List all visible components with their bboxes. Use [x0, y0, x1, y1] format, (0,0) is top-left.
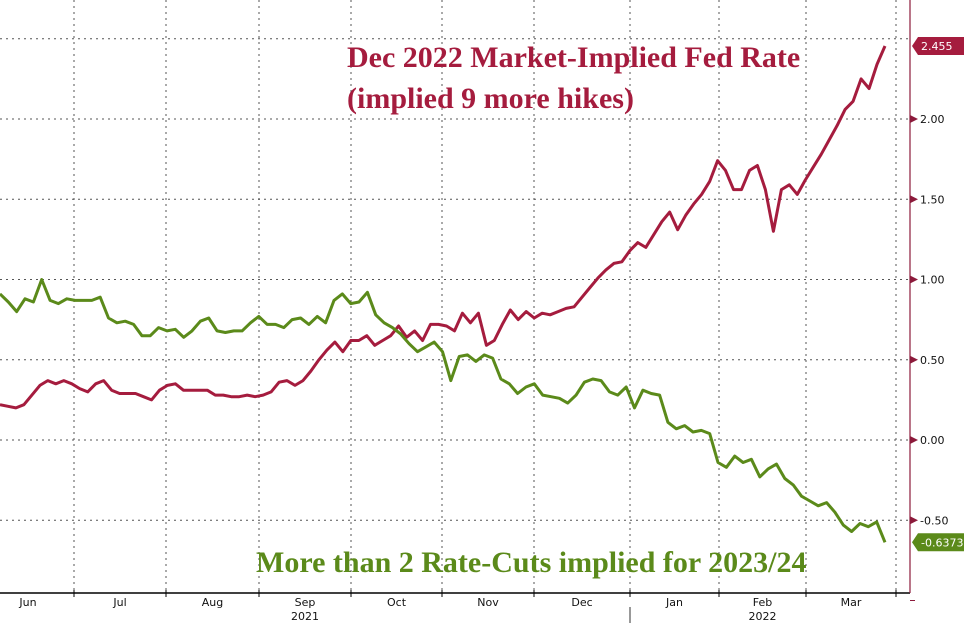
x-tick-label: Mar	[841, 596, 862, 609]
series-line-1	[0, 278, 887, 543]
annotation-fed-rate-line1: Dec 2022 Market-Implied Fed Rate	[347, 41, 800, 74]
x-axis-ticks: Jun Jul Aug Sep Oct Nov Dec Jan Feb Mar 2021 2022	[18, 596, 862, 623]
y-tick-label: 0.00	[920, 434, 945, 447]
x-tick-label: Sep	[295, 596, 316, 609]
x-tick-label: Jan	[665, 596, 683, 609]
x-tick-label: Aug	[202, 596, 223, 609]
x-tick-label: Feb	[753, 596, 772, 609]
y-tick-label: -0.50	[920, 514, 948, 527]
y-tick-label: 0.50	[920, 354, 945, 367]
x-tick-label: Oct	[387, 596, 407, 609]
x-tick-label: Nov	[477, 596, 499, 609]
x-tick-label: Jun	[18, 596, 36, 609]
series-line-0	[0, 45, 887, 410]
annotation-fed-rate: Dec 2022 Market-Implied Fed Rate (implie…	[347, 41, 800, 115]
x-year-label: 2021	[291, 610, 319, 623]
axes	[0, 0, 911, 594]
annotation-fed-rate-line2: (implied 9 more hikes)	[347, 82, 634, 115]
y-axis-ticks: -0.50 0.00 0.50 1.00 1.50 2.00	[910, 113, 948, 601]
last-value-badges: 2.455 -0.6373	[912, 36, 964, 552]
x-tick-label: Dec	[571, 596, 592, 609]
last-value-badge-0	[912, 36, 964, 55]
last-value-label-0: 2.455	[921, 40, 953, 53]
last-value-label-1: -0.6373	[921, 536, 963, 549]
y-tick-marker	[910, 115, 918, 123]
x-year-label: 2022	[749, 610, 777, 623]
y-tick-label: 2.00	[920, 113, 945, 126]
x-tick-label: Jul	[112, 596, 126, 609]
annotation-rate-cuts: More than 2 Rate-Cuts implied for 2023/2…	[256, 546, 807, 579]
y-tick-label: 1.50	[920, 193, 945, 206]
series	[0, 45, 887, 543]
last-value-badge-1	[912, 533, 964, 552]
grid-lines	[0, 0, 910, 597]
y-tick-label: 1.00	[920, 274, 945, 287]
